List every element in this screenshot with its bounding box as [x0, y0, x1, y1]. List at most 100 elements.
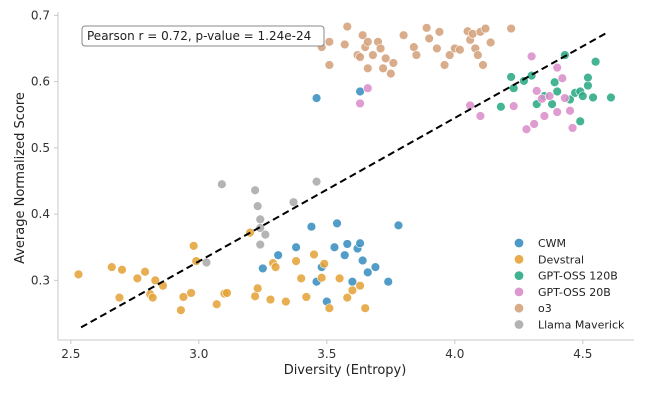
- data-point: [324, 303, 335, 313]
- data-point: [140, 267, 150, 277]
- data-point: [363, 37, 373, 47]
- data-point: [508, 101, 519, 111]
- data-point: [347, 285, 358, 296]
- data-point: [148, 292, 158, 303]
- legend-marker: [514, 271, 524, 280]
- data-point: [549, 77, 560, 87]
- data-point: [334, 273, 345, 284]
- data-point: [342, 21, 352, 32]
- x-tick-label: 3.0: [189, 347, 208, 361]
- y-axis-label: Average Normalized Score: [13, 92, 28, 264]
- data-point: [357, 30, 368, 40]
- data-point: [552, 86, 562, 97]
- legend-item: Devstral: [514, 253, 584, 266]
- data-point: [552, 107, 562, 117]
- annotation-box: Pearson r = 0.72, p-value = 1.24e-24: [81, 25, 325, 47]
- data-point: [340, 39, 350, 50]
- data-point: [319, 259, 329, 269]
- data-point: [186, 288, 196, 298]
- data-point: [583, 72, 593, 83]
- data-point: [270, 262, 281, 272]
- data-point: [383, 276, 393, 287]
- x-tick-label: 2.5: [61, 347, 80, 361]
- data-point: [496, 102, 506, 112]
- data-point: [73, 269, 84, 280]
- data-point: [178, 292, 189, 302]
- annotation-text: Pearson r = 0.72, p-value = 1.24e-24: [87, 29, 311, 43]
- data-point: [588, 92, 598, 103]
- series-llama-maverick: [201, 176, 322, 268]
- legend-label: Llama Maverick: [538, 319, 625, 332]
- data-point: [355, 98, 365, 109]
- legend-label: GPT-OSS 120B: [538, 270, 618, 283]
- legend-item: o3: [514, 302, 552, 315]
- data-point: [473, 50, 483, 60]
- legend-marker: [514, 303, 524, 313]
- data-point: [132, 273, 143, 284]
- legend-item: GPT-OSS 20B: [514, 286, 611, 299]
- data-point: [398, 30, 409, 40]
- data-point: [590, 56, 601, 67]
- data-point: [114, 292, 125, 303]
- data-point: [485, 37, 496, 48]
- data-point: [388, 58, 399, 68]
- x-tick-label: 4.5: [573, 347, 592, 361]
- data-point: [311, 93, 322, 103]
- data-point: [393, 220, 404, 231]
- data-point: [506, 23, 516, 34]
- series-gpt-oss-120b: [496, 50, 616, 127]
- data-point: [434, 27, 445, 37]
- legend-item: Llama Maverick: [514, 319, 625, 332]
- legend-marker: [514, 287, 524, 297]
- data-point: [265, 294, 276, 305]
- data-point: [575, 116, 585, 127]
- series-o3: [316, 21, 516, 79]
- data-point: [606, 92, 616, 103]
- data-point: [547, 99, 557, 109]
- data-point: [291, 242, 301, 252]
- data-point: [301, 292, 312, 302]
- data-point: [250, 291, 260, 301]
- data-point: [532, 86, 542, 96]
- data-point: [188, 241, 199, 251]
- series-gpt-oss-20b: [355, 51, 578, 134]
- data-point: [255, 239, 265, 250]
- legend-label: o3: [538, 302, 552, 315]
- data-point: [455, 45, 465, 55]
- data-point: [309, 249, 319, 260]
- data-point: [306, 221, 317, 232]
- data-point: [439, 60, 450, 70]
- data-point: [480, 23, 491, 34]
- legend: CWM Devstral GPT-OSS 120B GPT-OSS 20B o3 Llam…: [514, 237, 625, 332]
- y-tick-label: 0.4: [31, 207, 50, 221]
- legend-label: CWM: [538, 237, 566, 250]
- data-point: [557, 73, 568, 83]
- data-point: [386, 68, 396, 79]
- points-layer: [73, 21, 616, 315]
- legend-item: GPT-OSS 120B: [514, 270, 618, 283]
- data-point: [329, 242, 340, 252]
- data-point: [424, 33, 434, 44]
- data-point: [332, 218, 342, 229]
- data-point: [176, 305, 186, 315]
- data-point: [357, 255, 368, 266]
- legend-label: Devstral: [538, 253, 584, 266]
- y-ticks: 0.3 0.4 0.5 0.6 0.7: [31, 8, 58, 287]
- y-tick-label: 0.7: [31, 8, 50, 22]
- data-point: [288, 197, 299, 207]
- data-point: [296, 273, 306, 284]
- data-point: [539, 111, 550, 121]
- data-point: [273, 250, 283, 260]
- data-point: [342, 292, 352, 303]
- data-point: [117, 265, 127, 275]
- data-point: [217, 179, 227, 189]
- data-point: [370, 262, 381, 272]
- data-point: [583, 80, 593, 91]
- annotation-frame: [81, 25, 325, 47]
- data-point: [281, 296, 291, 307]
- data-point: [340, 250, 350, 260]
- data-point: [316, 273, 327, 283]
- data-point: [355, 238, 365, 248]
- data-point: [363, 83, 373, 93]
